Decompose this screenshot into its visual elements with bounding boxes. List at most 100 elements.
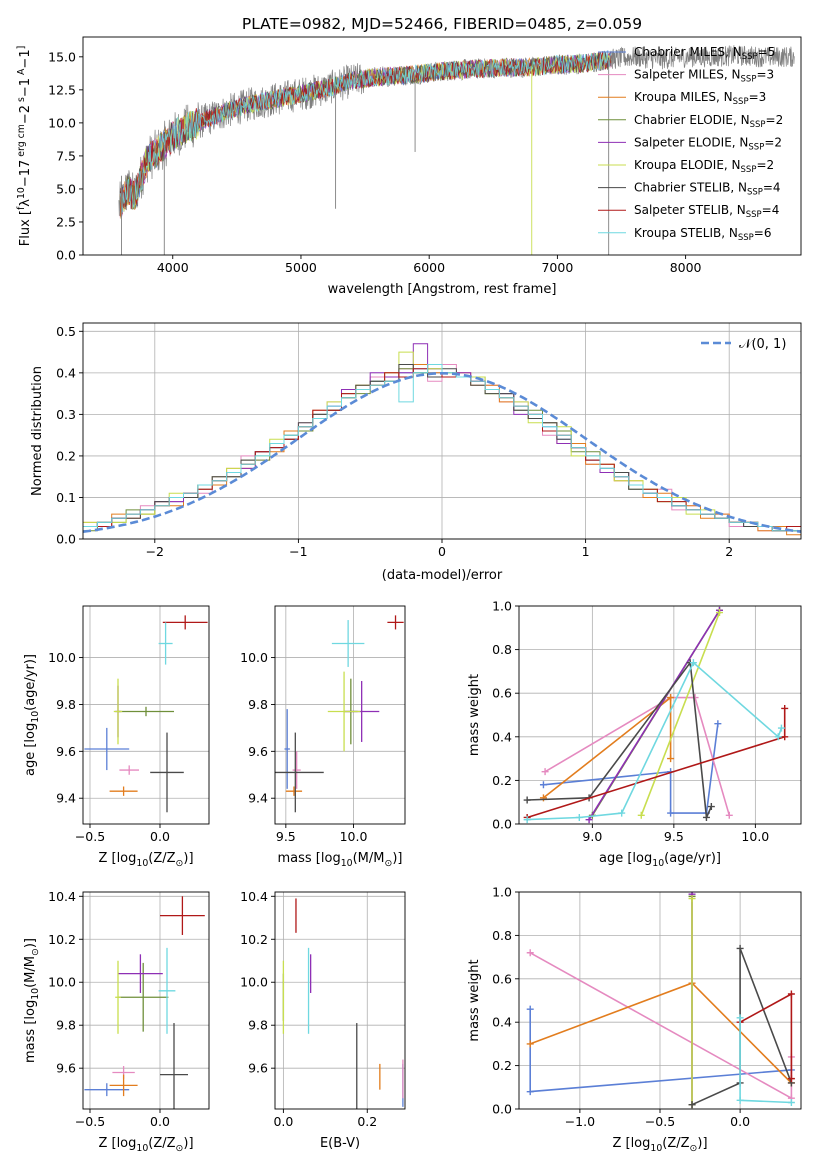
- x-axis-label-part: ⊙: [384, 858, 392, 869]
- mass-weight-vs-age-panel: 9.0 9.5 10.0 0.0 0.2 0.4 0.6 0.8 1.0 age [log10(a…: [467, 599, 802, 869]
- point-marker-kroupa-stelib: [787, 1098, 795, 1106]
- y-tick-label: 10.0: [48, 650, 76, 665]
- legend-label: Kroupa STELIB, NSSP=6: [634, 226, 772, 243]
- series-line-salpeter-elodie: [588, 609, 721, 821]
- legend-label-sub: SSP: [738, 233, 754, 243]
- legend-label-sub: SSP: [746, 210, 762, 220]
- x-tick-label: −2: [146, 544, 164, 559]
- y-tick-label: 9.6: [248, 744, 268, 759]
- legend-label-count: =4: [763, 181, 781, 195]
- axes-frame: [82, 891, 210, 1110]
- y-axis-label-part: f: [16, 206, 27, 210]
- mass-vs-extinction-panel: 0.0 0.2 9.6 9.8 10.0 10.2 10.4 E(B-V): [240, 889, 406, 1151]
- legend-label-sub: SSP: [741, 75, 757, 85]
- y-tick-label: 0.2: [56, 448, 76, 463]
- series-lines: [526, 892, 795, 1109]
- y-tick-label: 9.4: [248, 791, 268, 806]
- legend-label-sub: SSP: [733, 97, 749, 107]
- y-axis-label-part: −1: [18, 78, 33, 97]
- legend-label-text: Salpeter STELIB, N: [634, 203, 746, 217]
- point-marker-kroupa-elodie: [715, 609, 723, 617]
- point-marker-salpeter-miles: [541, 768, 549, 776]
- legend-label-sub: SSP: [748, 142, 764, 152]
- y-tick-label: 0.8: [492, 642, 512, 657]
- point-marker-chabrier-miles: [526, 1088, 534, 1096]
- y-axis-label-part: ]: [16, 46, 27, 50]
- y-axis-label-part: age [log: [23, 723, 38, 776]
- y-axis-label-part: s: [16, 97, 27, 105]
- point-marker-salpeter-stelib: [787, 1075, 795, 1083]
- legend-label: Salpeter MILES, NSSP=3: [634, 68, 774, 85]
- histogram-kroupa-stelib: [83, 364, 801, 532]
- x-tick-label: 9.5: [664, 829, 684, 844]
- y-axis-label-part: −17: [18, 160, 33, 187]
- x-axis-label-part: 10: [650, 1143, 662, 1154]
- x-axis-label-part: 10: [136, 858, 148, 869]
- x-tick-label: 0.0: [150, 1114, 170, 1129]
- y-tick-label: 9.6: [56, 744, 76, 759]
- model-spectrum-line-kroupa-stelib: [119, 50, 612, 214]
- spectrum-panel: 4000 5000 6000 7000 8000 0.0 2.5 5.0 7.5 10.0 12.5…: [16, 36, 802, 297]
- point-marker-kroupa-elodie: [637, 811, 645, 819]
- x-axis-label-part: )]: [183, 1136, 193, 1151]
- legend-label-count: =3: [756, 68, 774, 82]
- legend-label-text: Kroupa ELODIE, N: [634, 158, 741, 172]
- y-tick-label: 0.2: [492, 773, 512, 788]
- legend-label: Chabrier STELIB, NSSP=4: [634, 181, 781, 198]
- y-axis-label-part: ⊙: [30, 948, 41, 956]
- x-tick-label: 10.0: [741, 829, 769, 844]
- point-marker-salpeter-stelib: [781, 704, 789, 712]
- x-tick-label: 5000: [285, 260, 317, 275]
- spectrum-lines: [118, 45, 795, 255]
- x-axis-label: Z [log10(Z/Z⊙)]: [98, 851, 193, 869]
- x-tick-label: 10.0: [340, 829, 368, 844]
- axes-frame: [518, 605, 802, 825]
- x-axis-label-part: (Z/Z: [662, 1136, 689, 1151]
- x-tick-label: 9.0: [582, 829, 602, 844]
- point-marker-kroupa-miles: [667, 755, 675, 763]
- legend-label-text: Chabrier MILES, N: [634, 45, 742, 59]
- y-axis-label-part: −1: [18, 49, 33, 68]
- point-marker-chabrier-miles: [714, 720, 722, 728]
- y-tick-label: 9.8: [56, 1018, 76, 1033]
- mass-vs-metallicity-panel: −0.5 0.09.69.810.010.210.4Z [log10(Z/Z⊙)]…: [23, 889, 210, 1154]
- x-tick-label: 6000: [413, 260, 445, 275]
- series-line-salpeter-miles: [544, 696, 731, 816]
- y-tick-label: 10.0: [240, 650, 268, 665]
- point-marker-salpeter-miles: [725, 811, 733, 819]
- mass-weight-vs-metallicity-panel: −1.0 −0.5 0.0 0.0 0.2 0.4 0.6 0.8 1.0 Z [log10(Z/…: [467, 885, 802, 1154]
- x-tick-label: −0.5: [75, 1114, 105, 1129]
- residual-histogram-panel: −2 −1 0 1 2 0.0 0.1 0.2 0.3 0.4 0.5 (data-model)/er…: [30, 322, 802, 583]
- x-axis-label-part: Z [log: [98, 1136, 136, 1151]
- y-tick-label: 9.4: [56, 791, 76, 806]
- x-axis-label: E(B-V): [320, 1136, 360, 1151]
- point-marker-kroupa-miles: [526, 1040, 534, 1048]
- x-tick-label: −1.0: [565, 1114, 595, 1129]
- series-line-kroupa-elodie: [640, 612, 721, 816]
- legend-label-count: =5: [758, 45, 776, 59]
- x-tick-label: 7000: [541, 260, 573, 275]
- x-axis-label: age [log10(age/yr)]: [599, 851, 721, 869]
- x-axis-label: Z [log10(Z/Z⊙)]: [612, 1136, 707, 1154]
- age-vs-metallicity-panel: −0.5 0.09.49.69.810.0Z [log10(Z/Z⊙)]age […: [23, 605, 210, 869]
- y-axis-label-part: erg cm: [16, 124, 27, 160]
- point-marker-kroupa-stelib: [736, 1096, 744, 1104]
- legend-label-count: =2: [766, 113, 784, 127]
- y-tick-label: 10.0: [48, 115, 76, 130]
- axes-frame: [82, 36, 802, 256]
- x-axis-label-part: 10: [341, 858, 353, 869]
- y-axis-label-part: Flux [: [18, 210, 33, 246]
- y-axis-label-part: A: [16, 68, 27, 78]
- y-tick-label: 10.4: [240, 889, 268, 904]
- y-tick-label: 9.6: [56, 1061, 76, 1076]
- y-axis-label-part: (age/yr)]: [23, 654, 38, 711]
- y-tick-label: 9.8: [248, 697, 268, 712]
- y-axis-label-part: λ: [18, 199, 33, 207]
- x-axis-label-part: age [log: [599, 851, 652, 866]
- histogram-steps: [83, 343, 801, 536]
- x-axis-label-part: (Z/Z: [148, 1136, 175, 1151]
- y-tick-label: 10.2: [240, 932, 268, 947]
- point-marker-salpeter-stelib: [781, 733, 789, 741]
- y-tick-label: 0.5: [56, 324, 76, 339]
- model-spectrum-line-salpeter-stelib: [119, 51, 612, 217]
